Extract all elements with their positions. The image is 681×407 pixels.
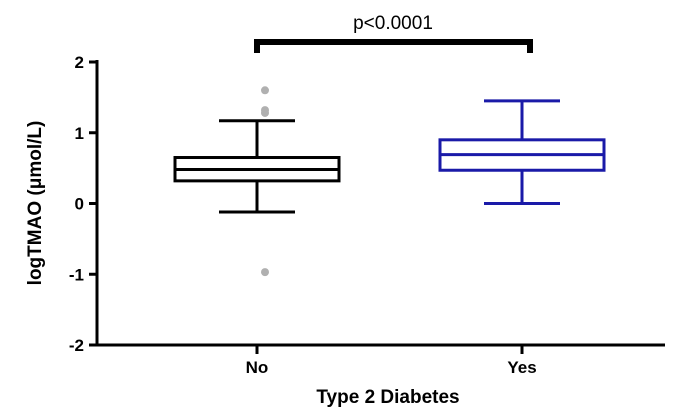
- y-axis-title: logTMAO (μmol/L): [25, 121, 46, 286]
- y-ticks: 2 1 0 -1 -2: [69, 53, 97, 355]
- outlier-point: [261, 268, 269, 277]
- p-value-label: p<0.0001: [353, 13, 433, 34]
- boxes: [173, 86, 606, 277]
- y-tick-label: -2: [69, 336, 84, 355]
- x-tick-label: Yes: [507, 358, 536, 377]
- x-axis-title: Type 2 Diabetes: [316, 387, 459, 407]
- y-tick-label: -1: [69, 265, 84, 284]
- y-tick-label: 2: [75, 53, 84, 72]
- box-yes: [438, 99, 606, 205]
- box-no: [173, 86, 341, 277]
- x-tick-label: No: [246, 358, 269, 377]
- x-ticks: No Yes: [246, 345, 537, 377]
- y-tick-label: 1: [75, 124, 84, 143]
- y-tick-label: 0: [75, 195, 84, 214]
- outlier-point: [261, 86, 269, 95]
- significance-annotation: p<0.0001: [254, 13, 533, 53]
- outlier-point: [261, 108, 269, 117]
- significance-bracket: [254, 39, 533, 53]
